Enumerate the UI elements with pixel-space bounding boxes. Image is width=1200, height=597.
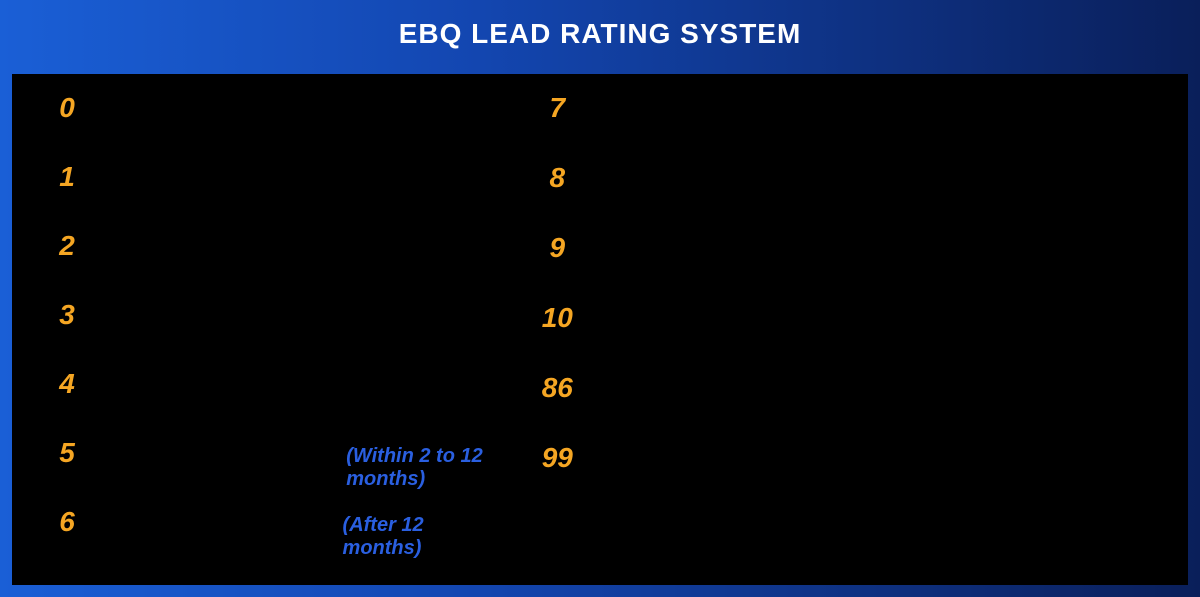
rating-note: (Within 2 to 12 months) bbox=[346, 445, 492, 491]
right-column: 7 Requested more info 8 Appointment set,… bbox=[532, 92, 1158, 575]
rating-number: 86 bbox=[532, 372, 582, 404]
rating-row: 1 Attempting to make first contact bbox=[42, 161, 492, 230]
rating-label: Lead is disqualified bbox=[604, 377, 1136, 403]
rating-number: 0 bbox=[42, 92, 92, 124]
rating-row: 4 Confirmed fit, no current interest bbox=[42, 368, 492, 437]
rating-number: 8 bbox=[532, 162, 582, 194]
rating-label: Current customer bbox=[604, 447, 1136, 473]
rating-label: Appointment set, decision-making ability… bbox=[604, 167, 1136, 193]
header: EBQ LEAD RATING SYSTEM bbox=[0, 0, 1200, 66]
rating-label: Long-term potential bbox=[114, 511, 321, 537]
rating-row: 10 Appointment set with decision-maker bbox=[532, 302, 1158, 372]
rating-label: Likely fit, no interest currently bbox=[114, 304, 470, 330]
rating-number: 5 bbox=[42, 437, 92, 469]
ratings-panel: 0 New lead 1 Attempting to make first co… bbox=[12, 74, 1188, 585]
rating-row: 0 New lead bbox=[42, 92, 492, 161]
rating-number: 4 bbox=[42, 368, 92, 400]
rating-note: (After 12 months) bbox=[343, 514, 493, 560]
rating-label: Appointment set with influencer bbox=[604, 237, 1136, 263]
rating-label: Short-term potential bbox=[114, 442, 324, 468]
rating-number: 9 bbox=[532, 232, 582, 264]
rating-number: 99 bbox=[532, 442, 582, 474]
rating-row: 6 Long-term potential (After 12 months) bbox=[42, 506, 492, 575]
rating-row: 99 Current customer bbox=[532, 442, 1158, 512]
left-column: 0 New lead 1 Attempting to make first co… bbox=[42, 92, 492, 575]
rating-row: 5 Short-term potential (Within 2 to 12 m… bbox=[42, 437, 492, 506]
columns: 0 New lead 1 Attempting to make first co… bbox=[42, 92, 1158, 575]
rating-row: 8 Appointment set, decision-making abili… bbox=[532, 162, 1158, 232]
rating-label: New lead bbox=[114, 97, 470, 123]
rating-row: 86 Lead is disqualified bbox=[532, 372, 1158, 442]
rating-system-card: EBQ LEAD RATING SYSTEM 0 New lead 1 Atte… bbox=[0, 0, 1200, 597]
rating-label: Requested more info bbox=[604, 97, 1136, 123]
rating-label: Attempting to make first contact bbox=[114, 166, 470, 192]
rating-row: 9 Appointment set with influencer bbox=[532, 232, 1158, 302]
rating-row: 7 Requested more info bbox=[532, 92, 1158, 162]
rating-number: 6 bbox=[42, 506, 92, 538]
rating-number: 3 bbox=[42, 299, 92, 331]
rating-row: 3 Likely fit, no interest currently bbox=[42, 299, 492, 368]
rating-number: 10 bbox=[532, 302, 582, 334]
rating-number: 1 bbox=[42, 161, 92, 193]
rating-label: Confirmed fit, no current interest bbox=[114, 373, 470, 399]
rating-label: Made contact, no fit established bbox=[114, 235, 470, 261]
page-title: EBQ LEAD RATING SYSTEM bbox=[0, 18, 1200, 50]
rating-row: 2 Made contact, no fit established bbox=[42, 230, 492, 299]
rating-number: 7 bbox=[532, 92, 582, 124]
rating-number: 2 bbox=[42, 230, 92, 262]
rating-label: Appointment set with decision-maker bbox=[604, 307, 1136, 333]
